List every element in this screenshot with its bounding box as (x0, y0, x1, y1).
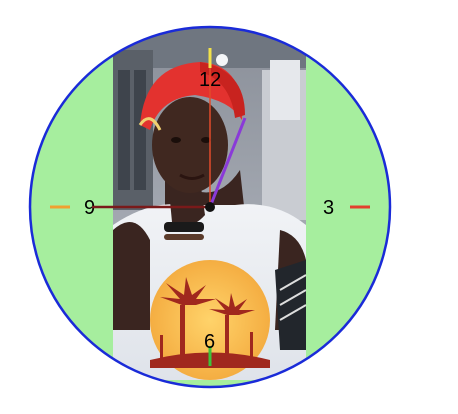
numeral-6: 6 (204, 331, 215, 353)
clock-rim (28, 25, 392, 389)
second-hand (208, 117, 247, 208)
portrait-photo (113, 28, 307, 380)
numeral-9: 9 (84, 197, 95, 219)
numeral-3: 3 (323, 197, 334, 219)
center-hub (205, 202, 215, 212)
